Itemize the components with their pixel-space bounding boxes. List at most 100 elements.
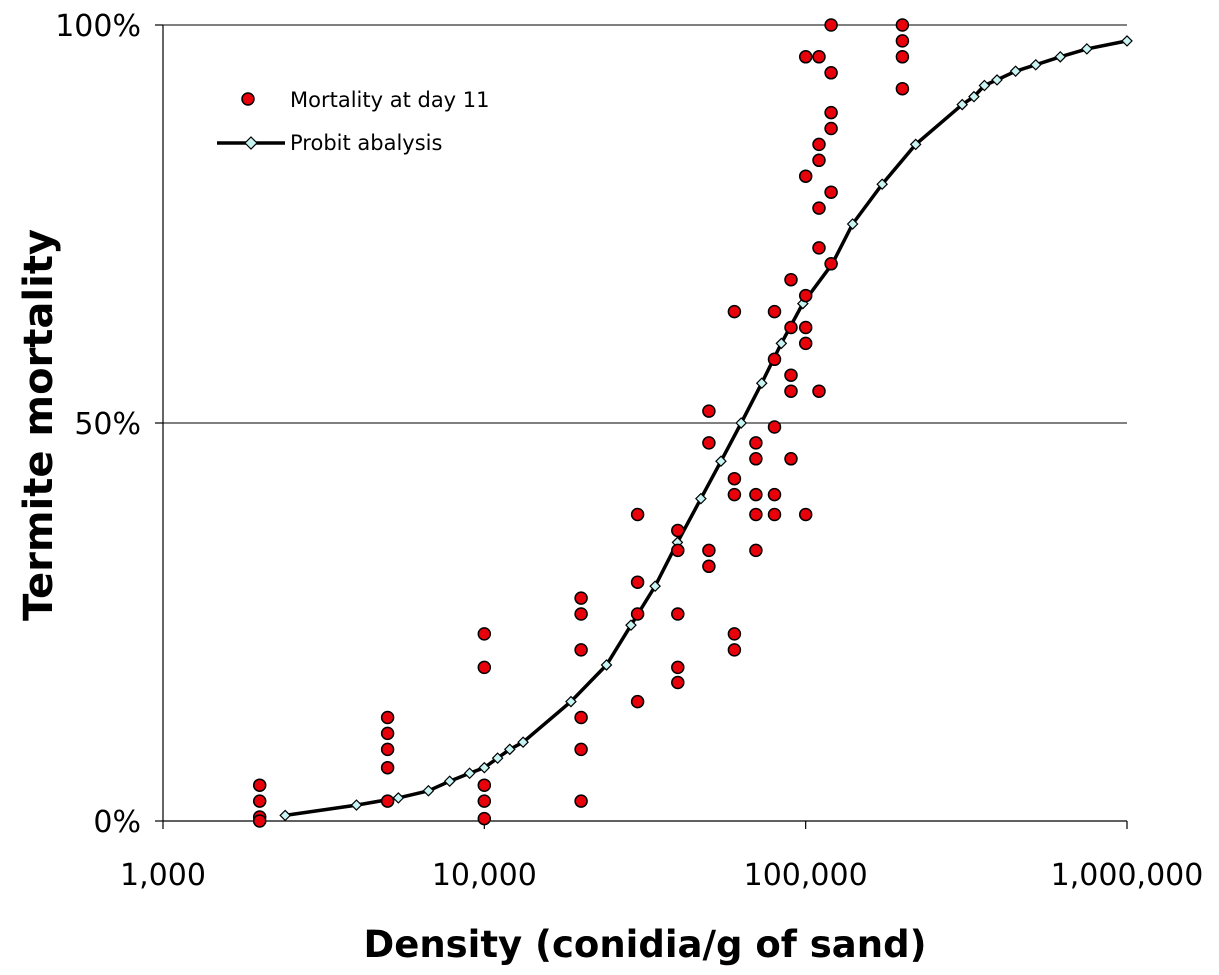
gridlines xyxy=(163,24,1127,424)
mortality-point-65 xyxy=(824,18,838,32)
probit-point-4 xyxy=(443,775,456,788)
probit-point-22 xyxy=(846,218,859,230)
mortality-points xyxy=(252,18,910,828)
mortality-point-45 xyxy=(767,420,782,434)
mortality-point-56 xyxy=(798,320,813,335)
mortality-point-18 xyxy=(574,742,588,757)
mortality-point-17 xyxy=(574,710,588,725)
mortality-point-67 xyxy=(824,105,838,120)
probit-point-2 xyxy=(392,792,405,804)
probit-point-32 xyxy=(1081,43,1093,55)
mortality-point-40 xyxy=(749,487,763,502)
mortality-point-19 xyxy=(574,794,588,808)
mortality-point-28 xyxy=(671,675,685,690)
mortality-point-12 xyxy=(477,794,492,808)
mortality-point-29 xyxy=(702,404,716,418)
mortality-point-34 xyxy=(727,471,742,486)
mortality-point-0 xyxy=(252,778,267,792)
mortality-point-64 xyxy=(812,384,826,398)
y-axis-title: Termite mortality xyxy=(16,229,62,621)
mortality-point-4 xyxy=(380,710,395,725)
mortality-point-37 xyxy=(727,643,742,657)
mortality-point-50 xyxy=(784,368,798,382)
mortality-point-32 xyxy=(702,559,716,574)
probit-point-30 xyxy=(1029,58,1042,71)
probit-line xyxy=(284,39,1128,818)
mortality-point-58 xyxy=(798,507,813,522)
mortality-point-61 xyxy=(812,153,826,168)
probit-point-8 xyxy=(503,743,516,756)
probit-point-23 xyxy=(876,178,889,191)
probit-point-10 xyxy=(565,695,577,708)
mortality-point-52 xyxy=(784,452,798,466)
mortality-point-13 xyxy=(477,811,492,826)
mortality-point-43 xyxy=(767,304,782,319)
probit-point-7 xyxy=(491,752,504,764)
mortality-point-73 xyxy=(895,50,910,64)
probit-point-29 xyxy=(1009,65,1022,78)
mortality-point-7 xyxy=(380,760,395,775)
legend: Mortality at day 11 Probit abalysis xyxy=(217,88,490,155)
x-axis-title: Density (conidia/g of sand) xyxy=(364,923,927,966)
legend-label-mortality: Mortality at day 11 xyxy=(290,88,490,112)
y-tick-label-1: 50% xyxy=(74,407,141,442)
probit-point-12 xyxy=(625,619,637,632)
mortality-point-21 xyxy=(630,575,645,589)
mortality-point-59 xyxy=(812,50,826,64)
mortality-point-30 xyxy=(702,436,716,450)
mortality-point-10 xyxy=(477,660,492,675)
mortality-point-14 xyxy=(574,591,588,605)
probit-point-24 xyxy=(909,138,922,151)
mortality-point-15 xyxy=(574,607,588,621)
probit-point-0 xyxy=(279,809,292,822)
legend-marker-probit xyxy=(244,136,258,150)
probit-point-13 xyxy=(649,580,661,593)
y-tick-label-2: 100% xyxy=(55,9,141,44)
mortality-point-49 xyxy=(784,320,798,335)
mortality-point-27 xyxy=(671,660,685,675)
mortality-point-9 xyxy=(477,627,492,641)
mortality-point-53 xyxy=(798,50,813,64)
mortality-point-60 xyxy=(812,137,826,152)
probit-point-5 xyxy=(463,767,476,780)
mortality-point-39 xyxy=(749,452,763,466)
probit-point-28 xyxy=(991,74,1003,86)
mortality-point-69 xyxy=(824,185,838,199)
mortality-point-70 xyxy=(824,257,838,271)
mortality-point-24 xyxy=(671,523,685,538)
mortality-point-26 xyxy=(671,607,685,621)
mortality-point-57 xyxy=(798,336,813,351)
mortality-point-47 xyxy=(767,507,782,522)
probit-point-25 xyxy=(956,98,969,111)
probit-point-9 xyxy=(517,736,529,749)
mortality-point-41 xyxy=(749,507,763,522)
mortality-point-33 xyxy=(727,304,742,319)
probit-point-31 xyxy=(1054,50,1067,63)
mortality-point-48 xyxy=(784,272,798,287)
mortality-point-1 xyxy=(252,794,267,808)
probit-point-3 xyxy=(422,784,435,797)
mortality-point-11 xyxy=(477,778,492,792)
x-tick-label-0: 1,000 xyxy=(120,858,206,893)
x-tick-label-2: 100,000 xyxy=(744,858,868,893)
mortality-point-23 xyxy=(630,694,645,709)
probit-point-6 xyxy=(478,761,491,774)
mortality-point-54 xyxy=(798,169,813,183)
mortality-point-63 xyxy=(812,241,826,255)
mortality-point-42 xyxy=(749,543,763,558)
x-tick-label-1: 10,000 xyxy=(432,858,537,893)
mortality-point-71 xyxy=(895,18,910,32)
mortality-point-74 xyxy=(895,81,910,96)
mortality-point-38 xyxy=(749,436,763,450)
probit-point-11 xyxy=(600,659,613,671)
mortality-point-72 xyxy=(895,34,910,48)
mortality-point-5 xyxy=(380,726,395,741)
mortality-point-8 xyxy=(380,794,395,808)
mortality-point-46 xyxy=(767,487,782,502)
mortality-point-25 xyxy=(671,543,685,558)
x-tick-label-3: 1,000,000 xyxy=(1051,858,1204,893)
mortality-point-3 xyxy=(252,814,267,828)
mortality-point-35 xyxy=(727,487,742,502)
mortality-point-31 xyxy=(702,543,716,558)
